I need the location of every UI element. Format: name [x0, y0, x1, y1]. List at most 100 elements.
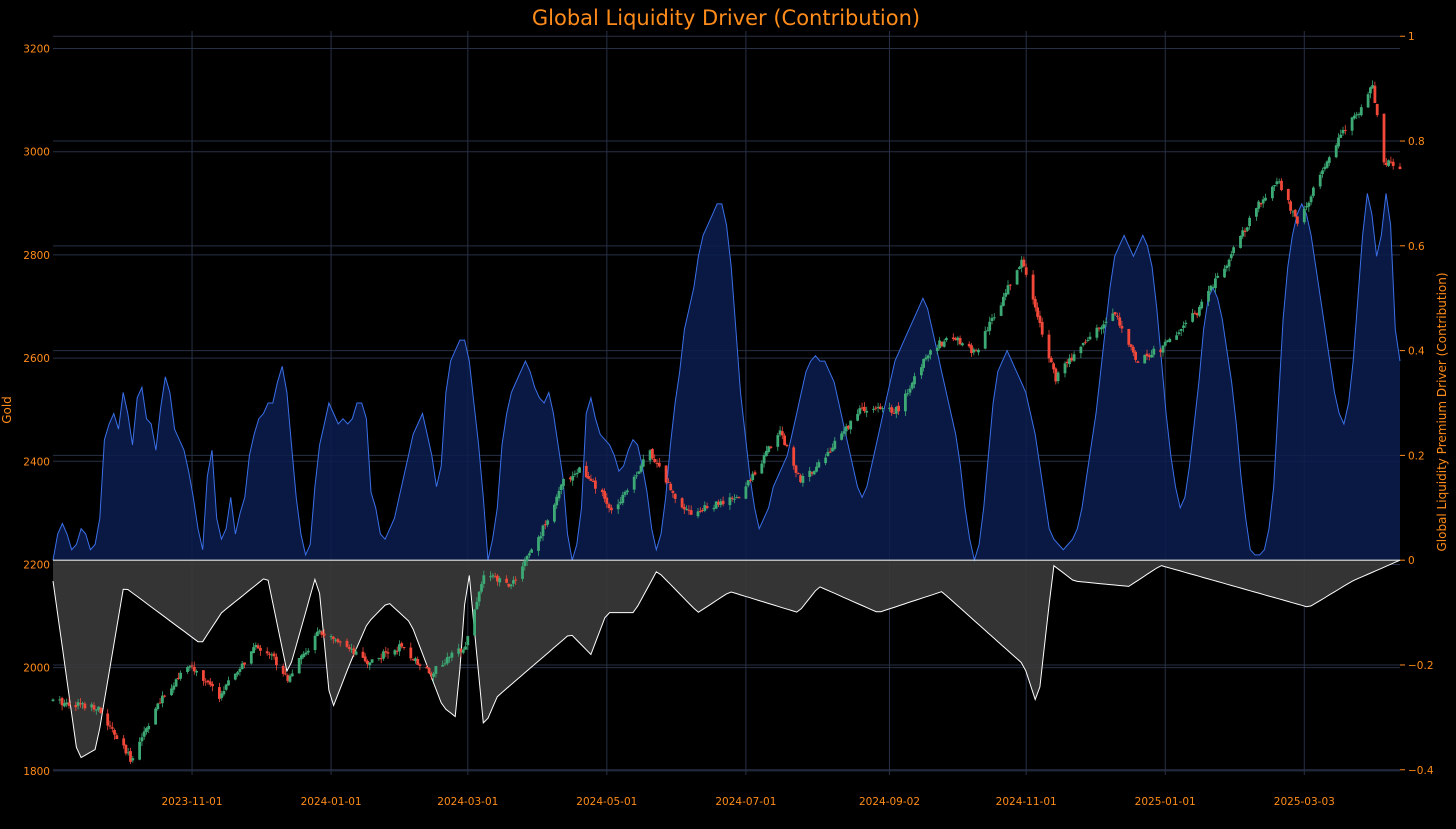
gold-candle — [113, 728, 116, 740]
gold-candle — [1366, 91, 1370, 108]
candle-body — [195, 671, 198, 673]
candle-body — [1225, 265, 1229, 269]
gold-candle — [493, 572, 497, 578]
candle-body — [1200, 301, 1204, 309]
candle-body — [320, 631, 324, 635]
gold-candle — [970, 343, 973, 357]
candle-body — [154, 708, 157, 725]
gold-candle — [1113, 311, 1117, 317]
candle-body — [1129, 344, 1133, 347]
candle-body — [1191, 313, 1194, 322]
gold-candle — [316, 627, 319, 637]
gold-candle — [290, 669, 294, 677]
candle-body — [368, 662, 372, 666]
candle-body — [817, 462, 821, 468]
gold-candle — [1168, 337, 1172, 343]
candle-body — [858, 408, 862, 414]
candle-body — [1097, 327, 1101, 329]
gold-candle — [418, 663, 422, 671]
candle-body — [466, 636, 470, 646]
candle-body — [626, 490, 629, 493]
gold-candle — [63, 699, 66, 708]
gold-candle — [682, 503, 686, 514]
candle-body — [222, 691, 226, 695]
gold-candle — [632, 474, 636, 494]
candle-body — [297, 658, 301, 674]
candle-body — [1111, 313, 1115, 321]
candle-body — [1036, 307, 1039, 317]
gold-candle — [951, 333, 955, 342]
candle-body — [1339, 134, 1343, 138]
gold-candle — [414, 656, 417, 664]
gold-candle — [124, 744, 128, 756]
gold-candle — [954, 336, 957, 341]
gold-candle — [730, 496, 734, 502]
gold-candle — [400, 641, 404, 649]
candle-body — [202, 670, 205, 681]
candle-body — [441, 664, 445, 667]
gold-candle — [1161, 345, 1165, 357]
candle-body — [318, 630, 322, 633]
gold-candle — [1118, 312, 1122, 329]
gold-candle — [605, 493, 609, 508]
candle-body — [370, 659, 374, 663]
candle-body — [1264, 197, 1267, 201]
gold-candle — [737, 496, 741, 499]
gold-candle — [329, 634, 333, 641]
gold-candle — [648, 449, 652, 465]
candle-body — [778, 430, 782, 435]
gold-candle — [129, 747, 132, 764]
candle-body — [942, 341, 946, 347]
gold-candle — [623, 490, 627, 497]
candle-body — [986, 330, 989, 332]
gold-candle — [110, 722, 114, 733]
gold-candle — [888, 402, 891, 412]
gold-candle — [443, 659, 447, 666]
gold-candle — [218, 682, 221, 703]
candle-body — [767, 446, 771, 452]
candle-body — [792, 447, 796, 466]
candle-body — [192, 666, 196, 672]
candle-body — [507, 583, 511, 587]
gold-candle — [331, 635, 335, 644]
candle-body — [1177, 332, 1181, 335]
candle-body — [1318, 174, 1322, 187]
left-tick-label: 3000 — [23, 147, 50, 159]
candle-body — [735, 497, 739, 498]
candle-body — [1145, 353, 1149, 357]
candle-body — [1102, 324, 1106, 329]
gold-candle — [1227, 258, 1231, 272]
gold-candle — [616, 499, 620, 514]
gold-candle — [477, 590, 481, 607]
candle-body — [354, 651, 358, 655]
candle-body — [1373, 85, 1377, 103]
candle-body — [594, 480, 597, 489]
candle-body — [878, 406, 882, 409]
candle-body — [906, 393, 910, 395]
candle-body — [1359, 107, 1363, 116]
gold-candle — [172, 682, 176, 694]
candle-body — [316, 631, 319, 637]
gold-candle — [1020, 256, 1024, 273]
candle-body — [1088, 336, 1092, 340]
gold-candle — [350, 643, 353, 653]
candle-body — [1120, 325, 1124, 329]
gold-candle — [284, 668, 287, 676]
candle-body — [698, 510, 702, 512]
gold-candle — [908, 385, 912, 396]
gold-candle — [1065, 359, 1069, 368]
candle-body — [1020, 259, 1024, 268]
gold-candle — [1291, 209, 1295, 217]
x-tick-label: 2024-07-01 — [715, 796, 776, 808]
gold-candle — [322, 629, 326, 639]
gold-candle — [655, 458, 659, 468]
candle-body — [414, 658, 417, 661]
gold-candle — [489, 571, 492, 582]
gold-candle — [1334, 143, 1338, 159]
gold-candle — [673, 493, 677, 504]
right-tick-label: 1 — [1408, 31, 1415, 43]
gold-candle — [1095, 324, 1099, 341]
gold-candle — [347, 644, 351, 652]
candle-body — [1084, 341, 1087, 343]
gold-candle — [892, 408, 896, 414]
